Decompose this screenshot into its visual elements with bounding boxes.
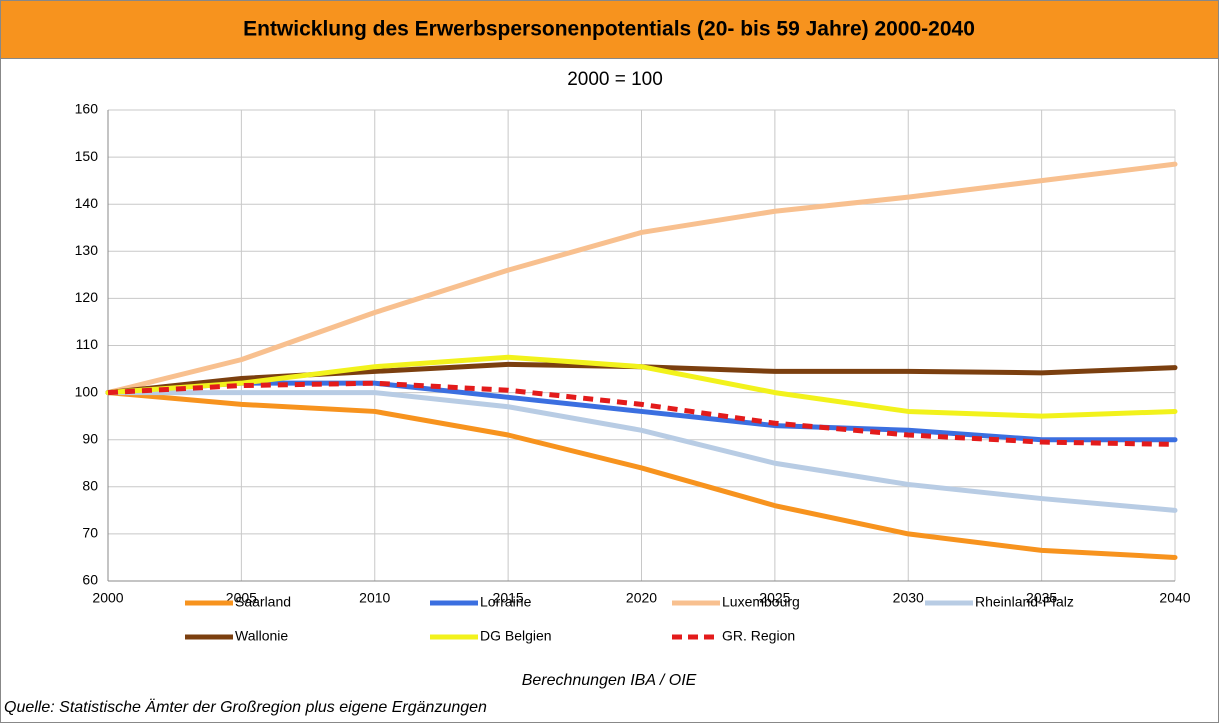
legend-label: Wallonie xyxy=(235,628,288,644)
y-tick-label: 70 xyxy=(82,525,98,541)
x-tick-label: 2005 xyxy=(226,590,257,606)
x-tick-label: 2025 xyxy=(759,590,790,606)
y-tick-label: 120 xyxy=(75,289,99,305)
chart-title: Entwicklung des Erwerbspersonenpotential… xyxy=(243,18,975,41)
legend-label: Rheinland-Pfalz xyxy=(975,594,1074,610)
x-tick-label: 2040 xyxy=(1159,590,1190,606)
y-tick-label: 100 xyxy=(75,383,99,399)
series-line xyxy=(105,161,1178,396)
y-tick-label: 140 xyxy=(75,195,99,211)
x-tick-label: 2030 xyxy=(893,590,924,606)
series-line xyxy=(105,354,1178,419)
y-tick-label: 60 xyxy=(82,572,98,588)
legend-label: DG Belgien xyxy=(480,628,552,644)
y-tick-label: 110 xyxy=(76,336,99,352)
y-tick-label: 130 xyxy=(75,242,99,258)
x-tick-label: 2010 xyxy=(359,590,390,606)
series-line xyxy=(107,380,1176,447)
legend-label: GR. Region xyxy=(722,628,795,644)
title-bar xyxy=(0,0,1219,59)
y-tick-label: 90 xyxy=(82,430,98,446)
y-tick-label: 150 xyxy=(75,148,99,164)
series-line xyxy=(105,390,1178,513)
series-line xyxy=(105,390,1178,560)
legend-label: Saarland xyxy=(235,594,291,610)
x-tick-label: 2035 xyxy=(1026,590,1057,606)
x-tick-label: 2015 xyxy=(493,590,524,606)
y-tick-label: 80 xyxy=(82,478,98,494)
chart-subtitle: 2000 = 100 xyxy=(567,69,663,90)
y-tick-label: 160 xyxy=(75,101,99,117)
note: Berechnungen IBA / OIE xyxy=(522,672,697,689)
legend-label: Luxembourg xyxy=(722,594,800,610)
source: Quelle: Statistische Ämter der Großregio… xyxy=(4,698,487,716)
x-tick-label: 2000 xyxy=(92,590,123,606)
x-tick-label: 2020 xyxy=(626,590,657,606)
legend-label: Lorraine xyxy=(480,594,532,610)
